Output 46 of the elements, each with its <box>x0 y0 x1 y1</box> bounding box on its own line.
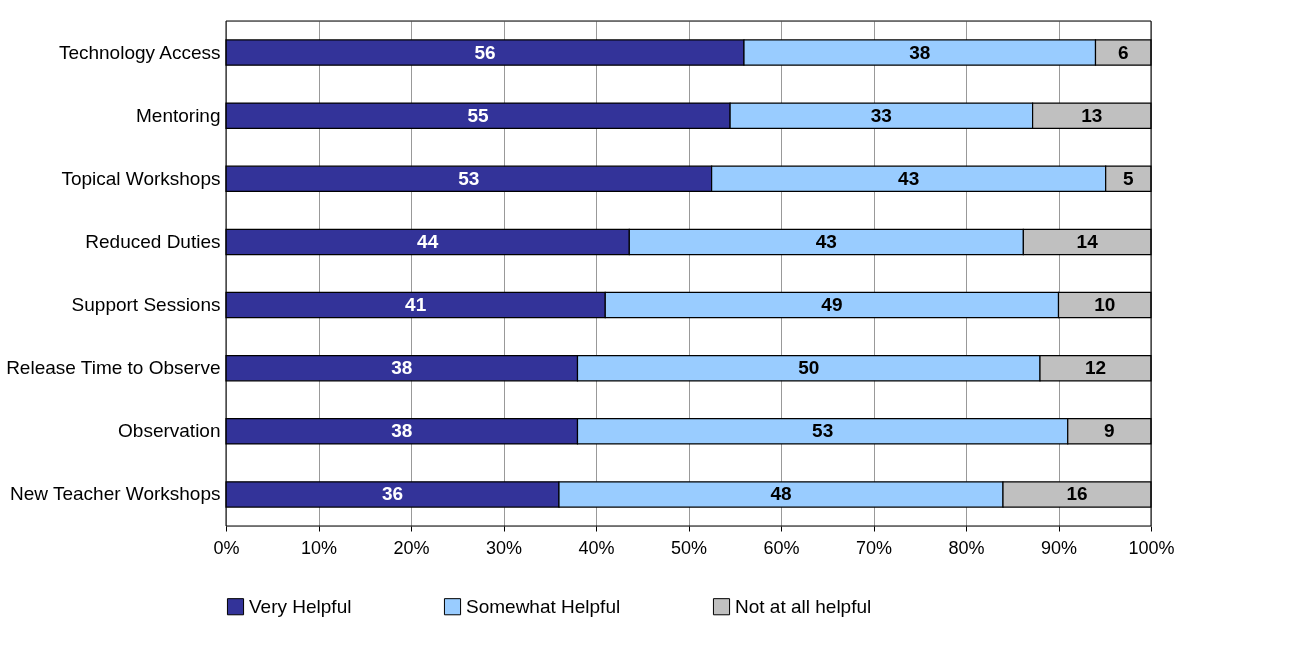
data-label: 43 <box>898 167 920 189</box>
data-label: 10 <box>1094 294 1116 316</box>
data-label: 14 <box>1076 230 1099 252</box>
x-tick-label: 60% <box>763 537 800 558</box>
data-label: 38 <box>391 357 413 379</box>
y-tick-label: Topical Workshops <box>61 167 221 189</box>
data-label: 41 <box>405 294 427 316</box>
x-tick-label: 50% <box>670 537 708 558</box>
x-tick-label: 90% <box>1040 537 1078 558</box>
data-label: 50 <box>798 357 820 379</box>
data-label: 49 <box>821 294 843 316</box>
y-tick-label: Mentoring <box>136 104 221 126</box>
data-label: 12 <box>1084 357 1107 379</box>
data-label: 44 <box>417 230 439 252</box>
data-label: 53 <box>812 420 834 442</box>
data-label: 16 <box>1066 483 1088 505</box>
data-label: 53 <box>458 167 480 189</box>
y-tick-label: Support Sessions <box>71 294 221 316</box>
data-label: 43 <box>815 230 837 252</box>
legend-label: Very Helpful <box>249 595 352 617</box>
data-label: 36 <box>381 483 404 505</box>
x-tick-label: 80% <box>948 537 985 558</box>
x-tick-label: 100% <box>1128 537 1175 558</box>
x-tick-label: 10% <box>300 537 338 558</box>
x-tick-label: 0% <box>213 537 240 558</box>
data-label: 55 <box>467 104 490 126</box>
legend-label: Somewhat Helpful <box>466 595 621 617</box>
y-tick-label: Technology Access <box>58 41 221 63</box>
data-label: 9 <box>1104 420 1115 442</box>
y-tick-label: Reduced Duties <box>85 230 221 252</box>
data-label: 38 <box>391 420 413 442</box>
data-label: 33 <box>870 104 892 126</box>
legend-label: Not at all helpful <box>735 595 872 617</box>
x-tick-label: 20% <box>393 537 430 558</box>
data-label: 56 <box>474 41 496 63</box>
x-tick-label: 30% <box>485 537 523 558</box>
y-tick-label: Observation <box>118 420 221 442</box>
data-label: 13 <box>1081 104 1103 126</box>
y-tick-label: New Teacher Workshops <box>9 483 221 505</box>
x-tick-label: 70% <box>855 537 893 558</box>
data-label: 6 <box>1117 41 1129 63</box>
x-tick-label: 40% <box>578 537 615 558</box>
data-label: 48 <box>770 483 792 505</box>
data-label: 5 <box>1123 167 1135 189</box>
y-tick-label: Release Time to Observe <box>6 357 221 379</box>
data-label: 38 <box>909 41 931 63</box>
